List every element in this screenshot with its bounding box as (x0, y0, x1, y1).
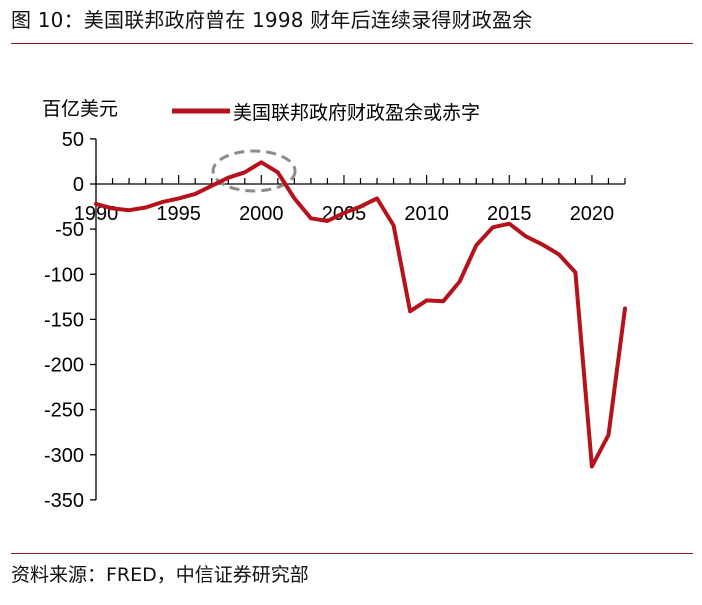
x-tick-label: 2010 (404, 203, 449, 225)
y-tick-label: 0 (73, 174, 84, 196)
source-note: 资料来源：FRED，中信证券研究部 (11, 564, 309, 586)
top-rule (11, 43, 693, 44)
y-tick-label: 50 (62, 129, 84, 151)
bottom-rule (11, 553, 693, 554)
x-tick-label: 2000 (239, 203, 284, 225)
x-tick-label: 2020 (570, 203, 615, 225)
y-tick-label: -250 (44, 400, 84, 422)
y-axis: 50 0 -50 -100 -150 -200 -250 -300 -350 (44, 129, 97, 512)
y-tick-label: -200 (44, 355, 84, 377)
y-tick-label: -150 (44, 309, 84, 331)
x-axis: 1990 1995 2000 2005 2010 2015 2020 (74, 175, 626, 225)
legend: 美国联邦政府财政盈余或赤字 (172, 102, 480, 124)
y-tick-label: -100 (44, 264, 84, 286)
x-tick-label: 2015 (487, 203, 532, 225)
figure-title: 图 10：美国联邦政府曾在 1998 财年后连续录得财政盈余 (11, 8, 533, 32)
y-tick-label: -350 (44, 490, 84, 512)
y-tick-label: -50 (55, 219, 84, 241)
legend-label: 美国联邦政府财政盈余或赤字 (233, 102, 480, 124)
surplus-highlight-ellipse (211, 149, 297, 193)
series-line-fiscal-balance (94, 160, 627, 469)
y-tick-label: -300 (44, 445, 84, 467)
x-tick-label: 1995 (156, 203, 201, 225)
y-axis-unit-label: 百亿美元 (42, 98, 118, 120)
